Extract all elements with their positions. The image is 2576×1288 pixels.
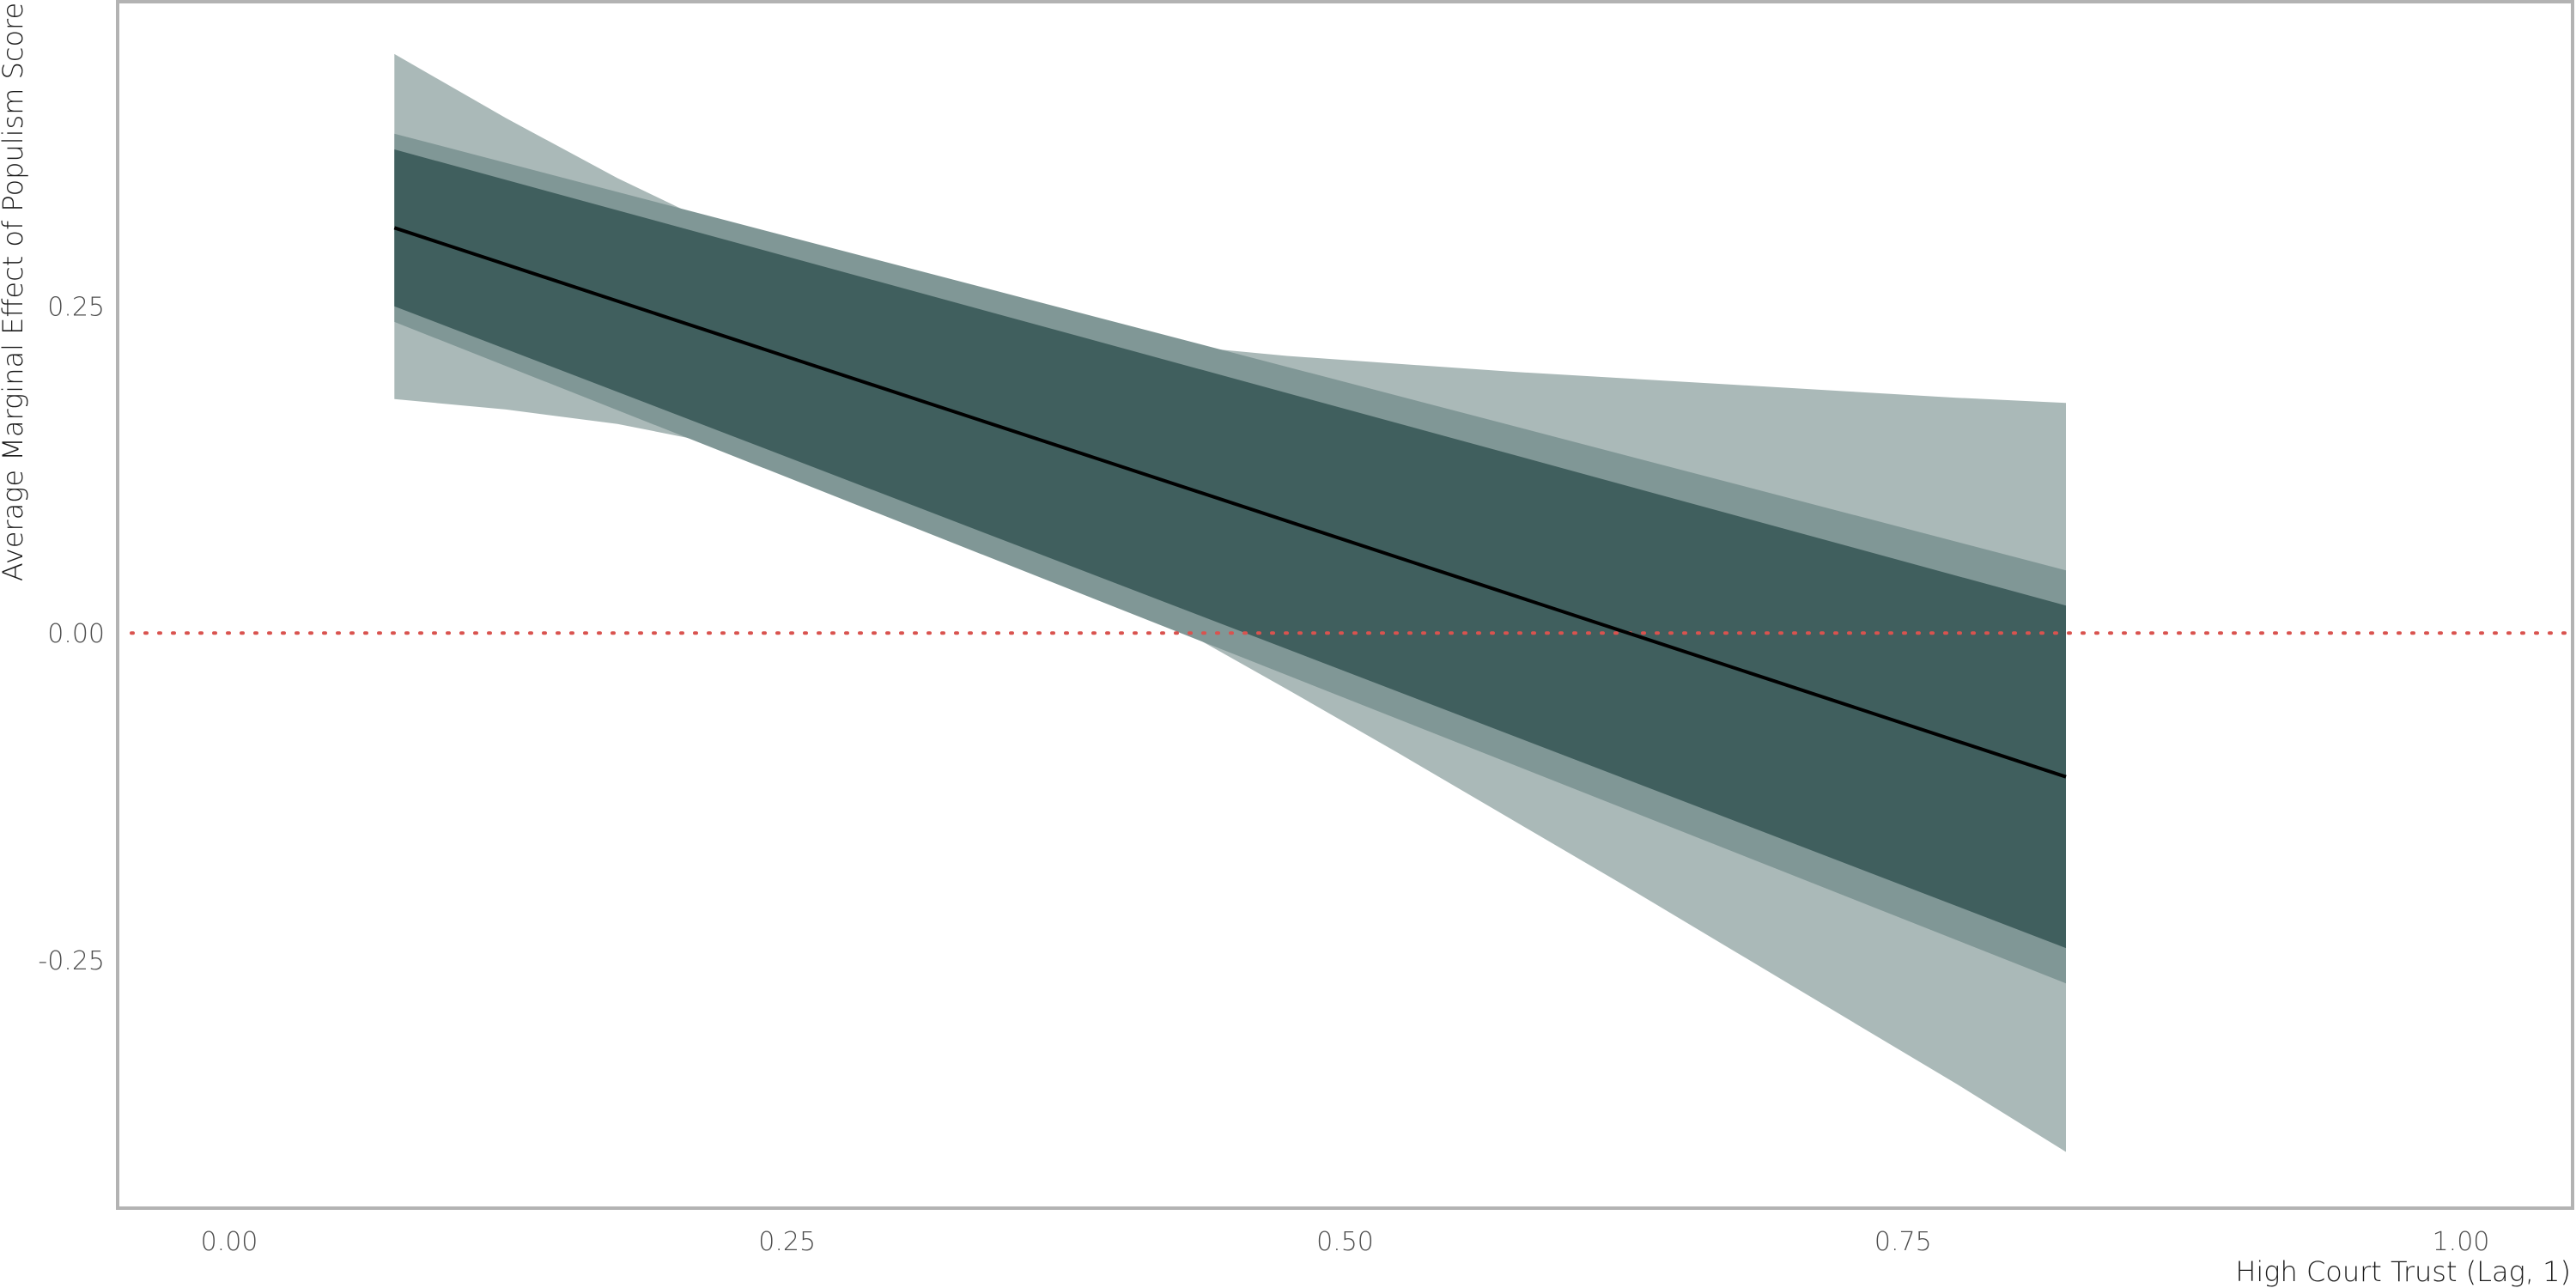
x-tick-label: 0.00	[201, 1227, 258, 1257]
estimate-line-1	[393, 226, 2067, 779]
x-tick-label: 0.75	[1874, 1227, 1932, 1257]
x-axis-ticks: 0.00 0.25 0.50 0.75 1.00	[201, 1227, 2490, 1257]
confidence-bands	[394, 53, 2066, 1152]
y-tick-label: 0.00	[47, 619, 105, 649]
x-tick-label: 0.25	[758, 1227, 816, 1257]
plot-panel-border	[116, 0, 2574, 1210]
y-axis-title: Average Marginal Effect of Populism Scor…	[0, 3, 29, 581]
y-tick-label: 0.25	[47, 293, 105, 323]
x-axis-title: High Court Trust (Lag, 1)	[2235, 1255, 2571, 1288]
series-lines	[393, 226, 2067, 779]
x-tick-label: 0.50	[1316, 1227, 1374, 1257]
confidence-band-3	[394, 149, 2066, 949]
y-tick-label: -0.25	[38, 946, 105, 976]
y-axis-ticks: 0.25 0.00 -0.25	[38, 293, 105, 976]
x-tick-label: 1.00	[2433, 1227, 2490, 1257]
